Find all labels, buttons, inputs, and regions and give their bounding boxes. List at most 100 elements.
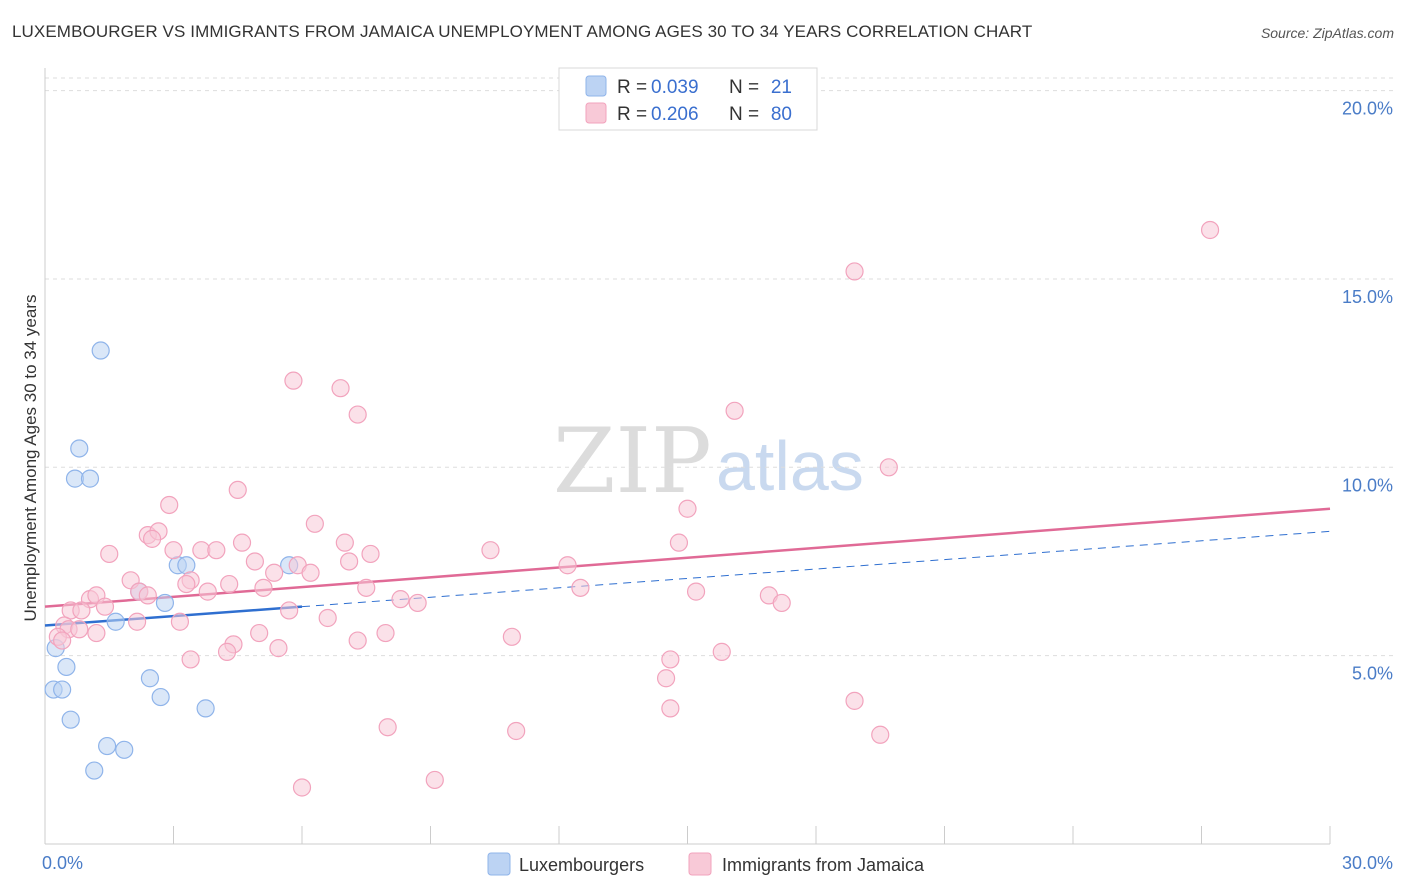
- point-jamaica-67: [661, 650, 680, 669]
- point-luxembourgers-11: [57, 657, 76, 677]
- legend-r-value-2: 0.206: [651, 104, 699, 125]
- point-jamaica-6: [879, 458, 898, 477]
- point-jamaica-56: [376, 623, 395, 643]
- point-jamaica-70: [845, 691, 864, 710]
- legend-r-label-1: R =: [617, 77, 647, 98]
- legend-n-label-2: N =: [729, 104, 759, 125]
- legend-n-label-1: N =: [729, 77, 759, 98]
- point-jamaica-61: [53, 631, 72, 650]
- point-jamaica-74: [871, 725, 890, 744]
- point-jamaica-36: [686, 582, 706, 601]
- point-jamaica-75: [425, 770, 444, 790]
- point-jamaica-46: [95, 597, 115, 616]
- point-jamaica-22: [361, 544, 380, 564]
- point-jamaica-8: [160, 495, 179, 515]
- point-jamaica-69: [656, 669, 676, 688]
- point-jamaica-55: [70, 620, 89, 639]
- legend-n-value-2: 80: [771, 104, 792, 125]
- point-jamaica-25: [558, 556, 577, 575]
- point-jamaica-71: [661, 699, 680, 718]
- legend-r-value-1: 0.039: [651, 77, 699, 98]
- trend-lines: [44, 507, 1331, 627]
- point-jamaica-34: [357, 578, 376, 597]
- point-jamaica-33: [254, 578, 273, 597]
- gridlines: [45, 77, 1393, 657]
- y-tick-label-10: 10.0%: [1342, 475, 1393, 495]
- trend-line-luxembourgers-projection: [301, 530, 1331, 608]
- point-luxembourgers-17: [61, 710, 80, 729]
- legend-swatch-luxembourgers: [585, 75, 607, 97]
- point-jamaica-76: [292, 778, 312, 797]
- point-luxembourgers-20: [85, 761, 104, 780]
- point-jamaica-52: [127, 612, 147, 631]
- bottom-legend-swatch-jamaica: [688, 852, 712, 876]
- point-jamaica-13: [142, 529, 162, 548]
- point-jamaica-64: [269, 639, 288, 658]
- bottom-legend-label-luxembourgers: Luxembourgers: [519, 855, 644, 875]
- point-jamaica-1: [845, 262, 864, 281]
- point-jamaica-10: [305, 514, 324, 533]
- y-tick-labels: 5.0% 10.0% 15.0% 20.0%: [1342, 99, 1393, 684]
- point-jamaica-31: [177, 574, 196, 594]
- point-luxembourgers-14: [53, 680, 72, 699]
- bottom-legend-swatch-luxembourgers: [487, 852, 511, 876]
- legend-r-label-2: R =: [617, 104, 647, 125]
- point-jamaica-19: [207, 541, 226, 560]
- point-jamaica-49: [280, 601, 299, 620]
- point-jamaica-24: [340, 552, 359, 571]
- point-jamaica-39: [138, 586, 157, 605]
- point-luxembourgers-1: [70, 439, 89, 458]
- bottom-legend-label-jamaica: Immigrants from Jamaica: [722, 855, 925, 875]
- x-tick-label-min: 0.0%: [42, 853, 83, 873]
- data-points: [44, 220, 1220, 797]
- point-jamaica-43: [391, 590, 410, 609]
- point-luxembourgers-0: [91, 341, 110, 360]
- y-tick-label-5: 5.0%: [1352, 664, 1393, 684]
- point-jamaica-20: [481, 541, 500, 560]
- point-luxembourgers-18: [98, 736, 117, 756]
- point-jamaica-58: [87, 623, 106, 643]
- watermark: ZIP atlas: [553, 409, 864, 514]
- point-jamaica-17: [164, 541, 183, 560]
- point-jamaica-15: [335, 533, 354, 552]
- point-jamaica-7: [228, 480, 247, 500]
- point-luxembourgers-15: [151, 687, 170, 707]
- point-jamaica-5: [725, 401, 744, 420]
- point-jamaica-32: [220, 574, 239, 594]
- chart-source: Source: ZipAtlas.com: [1260, 25, 1394, 41]
- legend-swatch-jamaica: [585, 102, 607, 124]
- point-jamaica-27: [265, 563, 284, 582]
- point-jamaica-50: [318, 608, 337, 628]
- point-jamaica-68: [181, 650, 200, 669]
- axes: [44, 68, 1331, 845]
- point-jamaica-51: [170, 612, 190, 631]
- point-jamaica-66: [712, 642, 731, 661]
- point-jamaica-44: [772, 593, 791, 613]
- point-jamaica-73: [507, 721, 526, 741]
- point-jamaica-9: [678, 499, 697, 518]
- point-jamaica-65: [217, 642, 237, 661]
- point-luxembourgers-5: [177, 556, 196, 575]
- y-axis-label: Unemployment Among Ages 30 to 34 years: [21, 295, 40, 622]
- point-jamaica-57: [250, 623, 269, 643]
- point-luxembourgers-3: [80, 469, 100, 488]
- legend-n-value-1: 21: [771, 77, 792, 98]
- point-jamaica-21: [100, 544, 119, 564]
- point-jamaica-48: [72, 601, 91, 620]
- point-jamaica-4: [348, 405, 367, 424]
- y-tick-label-20: 20.0%: [1342, 99, 1393, 119]
- point-jamaica-16: [669, 533, 689, 552]
- point-jamaica-45: [408, 593, 427, 613]
- correlation-legend: R = 0.039 N = 21 R = 0.206 N = 80: [558, 67, 818, 131]
- point-jamaica-2: [284, 371, 303, 390]
- series-legend: Luxembourgers Immigrants from Jamaica: [487, 852, 925, 876]
- point-jamaica-62: [348, 631, 367, 650]
- watermark-atlas: atlas: [716, 427, 864, 505]
- point-luxembourgers-19: [115, 740, 134, 759]
- point-jamaica-23: [245, 552, 264, 571]
- x-tick-label-max: 30.0%: [1342, 853, 1393, 873]
- point-luxembourgers-8: [155, 593, 175, 613]
- point-jamaica-59: [502, 627, 521, 646]
- point-jamaica-3: [331, 379, 350, 398]
